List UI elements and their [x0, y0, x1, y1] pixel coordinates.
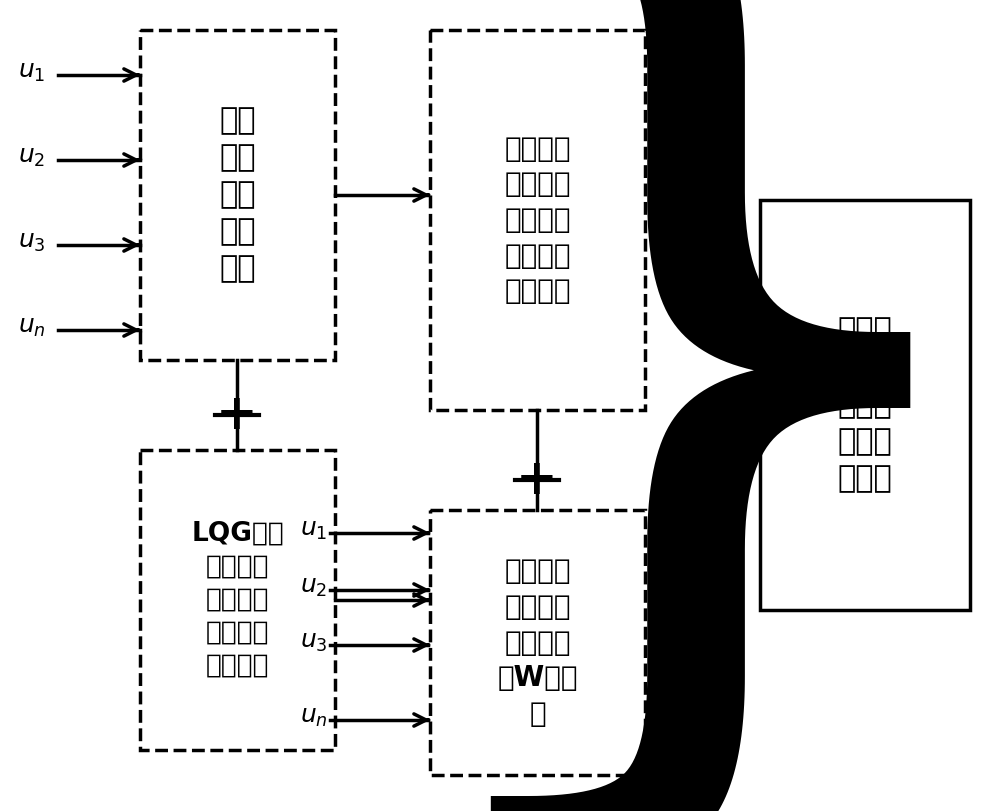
Text: $u_{1}$: $u_{1}$: [300, 518, 327, 542]
Text: $u_{n}$: $u_{n}$: [18, 315, 46, 339]
Bar: [430, 510, 645, 775]
Text: $u_{1}$: $u_{1}$: [18, 60, 45, 84]
Bar: [140, 30, 335, 360]
Text: LQG控制
器主动控
制提取直
线电机最
优工作点: LQG控制 器主动控 制提取直 线电机最 优工作点: [191, 521, 284, 679]
Text: 不同占空
比超级电
容回收能
量W的变
化: 不同占空 比超级电 容回收能 量W的变 化: [497, 557, 578, 728]
Text: +: +: [216, 391, 258, 439]
Text: $u_{n}$: $u_{n}$: [300, 705, 328, 729]
Bar: [140, 450, 335, 750]
Bar: [430, 30, 645, 410]
Text: $u_{2}$: $u_{2}$: [18, 145, 45, 169]
Text: +: +: [516, 456, 558, 504]
Text: $u_{3}$: $u_{3}$: [18, 230, 46, 254]
Text: 超级电
容工作
模式切
换的上
下阀值: 超级电 容工作 模式切 换的上 下阀值: [838, 316, 892, 494]
Text: 涵盖最优
工作点所
需最小超
级电容初
始端电压: 涵盖最优 工作点所 需最小超 级电容初 始端电压: [504, 135, 571, 306]
Text: 电机
的电
磁阻
尼力
特性: 电机 的电 磁阻 尼力 特性: [219, 106, 256, 284]
Text: }: }: [354, 0, 1000, 811]
Text: $u_{2}$: $u_{2}$: [300, 575, 327, 599]
Bar: [760, 200, 970, 610]
Text: $u_{3}$: $u_{3}$: [300, 630, 328, 654]
